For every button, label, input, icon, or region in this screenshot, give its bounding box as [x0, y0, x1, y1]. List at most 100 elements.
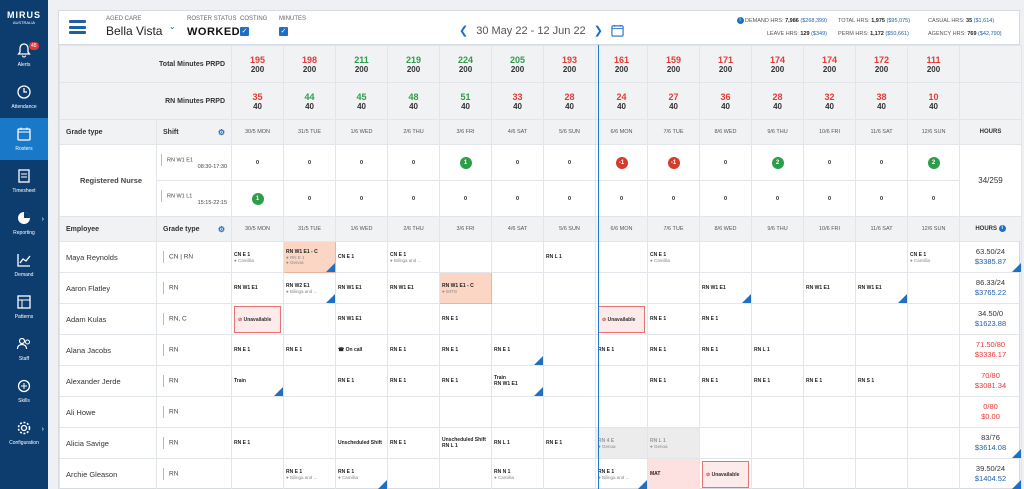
- roster-cell[interactable]: [855, 396, 909, 428]
- roster-cell[interactable]: RN L 1 ● Genoa: [647, 427, 701, 459]
- roster-cell[interactable]: RN S 1: [855, 365, 909, 397]
- roster-cell[interactable]: RN N 1 ● Camillia: [491, 458, 545, 489]
- roster-cell[interactable]: [907, 303, 961, 335]
- roster-cell[interactable]: RN L 1: [543, 241, 597, 273]
- roster-cell[interactable]: RN E 1: [699, 365, 753, 397]
- roster-cell[interactable]: [803, 427, 857, 459]
- roster-cell[interactable]: RN E 1 ● Camillia: [335, 458, 389, 489]
- roster-cell[interactable]: RN W1 E1: [387, 272, 441, 304]
- roster-cell[interactable]: [803, 334, 857, 366]
- roster-cell[interactable]: [491, 272, 545, 304]
- shift-count-cell[interactable]: 0: [335, 180, 389, 217]
- shift-count-cell[interactable]: -1: [647, 144, 701, 181]
- roster-cell[interactable]: Unscheduled Shift: [335, 427, 389, 459]
- employee-name[interactable]: Adam Kulas: [59, 303, 157, 335]
- employee-name[interactable]: Maya Reynolds: [59, 241, 157, 273]
- facility-selector[interactable]: Bella Vista: [106, 24, 163, 38]
- roster-cell[interactable]: [491, 396, 545, 428]
- shift-count-cell[interactable]: 0: [855, 144, 909, 181]
- roster-cell[interactable]: [699, 241, 753, 273]
- roster-cell[interactable]: RN E 1: [647, 334, 701, 366]
- roster-cell[interactable]: [907, 272, 961, 304]
- roster-cell[interactable]: [647, 396, 701, 428]
- roster-cell[interactable]: [699, 427, 753, 459]
- roster-cell[interactable]: [543, 458, 597, 489]
- roster-cell[interactable]: ⊘ Unavailable: [595, 303, 649, 335]
- roster-cell[interactable]: [283, 427, 337, 459]
- sidebar-item-configuration[interactable]: Configuration ›: [0, 412, 48, 454]
- roster-cell[interactable]: [543, 396, 597, 428]
- roster-cell[interactable]: [907, 334, 961, 366]
- roster-cell[interactable]: [855, 334, 909, 366]
- roster-cell[interactable]: ☎ On call: [335, 334, 389, 366]
- roster-cell[interactable]: [907, 365, 961, 397]
- roster-cell[interactable]: CN E 1 ● Camillia: [647, 241, 701, 273]
- roster-cell[interactable]: [855, 241, 909, 273]
- roster-cell[interactable]: RN E 1: [751, 365, 805, 397]
- roster-cell[interactable]: RN E 1: [543, 427, 597, 459]
- roster-cell[interactable]: MAT: [647, 458, 701, 489]
- roster-cell[interactable]: [491, 303, 545, 335]
- roster-cell[interactable]: [283, 303, 337, 335]
- shift-count-cell[interactable]: -1: [595, 144, 649, 181]
- shift-count-cell[interactable]: 0: [231, 144, 285, 181]
- roster-cell[interactable]: RN E 1: [387, 427, 441, 459]
- shift-count-cell[interactable]: 2: [907, 144, 961, 181]
- note-corner-icon[interactable]: [326, 263, 335, 272]
- roster-cell[interactable]: RN L 1: [751, 334, 805, 366]
- shift-count-cell[interactable]: 0: [543, 144, 597, 181]
- note-corner-icon[interactable]: [742, 294, 751, 303]
- employee-name[interactable]: Ali Howe: [59, 396, 157, 428]
- shift-count-cell[interactable]: 0: [283, 144, 337, 181]
- sidebar-item-demand[interactable]: Demand: [0, 244, 48, 286]
- prev-period-button[interactable]: ❮: [459, 25, 469, 37]
- menu-icon[interactable]: [69, 20, 86, 34]
- note-corner-icon[interactable]: [378, 480, 387, 489]
- sidebar-item-staff[interactable]: Staff: [0, 328, 48, 370]
- roster-cell[interactable]: RN 4 E ● Genoa: [595, 427, 649, 459]
- roster-cell[interactable]: [387, 458, 441, 489]
- roster-cell[interactable]: [647, 272, 701, 304]
- roster-cell[interactable]: Train: [231, 365, 285, 397]
- calendar-icon[interactable]: [611, 24, 624, 37]
- roster-cell[interactable]: [751, 427, 805, 459]
- roster-cell[interactable]: [491, 241, 545, 273]
- sidebar-item-rosters[interactable]: Rosters: [0, 118, 48, 160]
- sidebar-item-reporting[interactable]: Reporting ›: [0, 202, 48, 244]
- note-corner-icon[interactable]: [274, 387, 283, 396]
- roster-cell[interactable]: RN W1 E1: [335, 272, 389, 304]
- roster-cell[interactable]: RN E 1: [335, 365, 389, 397]
- roster-cell[interactable]: [751, 272, 805, 304]
- roster-cell[interactable]: [283, 396, 337, 428]
- unavailable-block[interactable]: ⊘ Unavailable: [234, 305, 282, 333]
- roster-cell[interactable]: [855, 303, 909, 335]
- roster-cell[interactable]: RN E 1 ● Bilinga and ...: [595, 458, 649, 489]
- shift-count-cell[interactable]: 0: [699, 144, 753, 181]
- roster-cell[interactable]: RN W1 E1: [855, 272, 909, 304]
- roster-cell[interactable]: RN W1 E1: [803, 272, 857, 304]
- roster-cell[interactable]: [751, 241, 805, 273]
- shift-count-cell[interactable]: 0: [803, 180, 857, 217]
- roster-cell[interactable]: RN E 1: [439, 334, 493, 366]
- filter-icon[interactable]: ⚙: [217, 225, 226, 234]
- employee-name[interactable]: Archie Gleason: [59, 458, 157, 489]
- unavailable-block[interactable]: ⊘ Unavailable: [702, 460, 750, 488]
- roster-cell[interactable]: RN E 1: [439, 365, 493, 397]
- roster-cell[interactable]: [699, 396, 753, 428]
- roster-cell[interactable]: [907, 396, 961, 428]
- employee-name[interactable]: Alicia Savige: [59, 427, 157, 459]
- shift-count-cell[interactable]: 0: [283, 180, 337, 217]
- shift-count-cell[interactable]: 0: [699, 180, 753, 217]
- roster-cell[interactable]: RN W1 E1 - C ● IMTG: [439, 272, 493, 304]
- roster-cell[interactable]: RN E 1: [439, 303, 493, 335]
- roster-status-checkbox[interactable]: ✓: [240, 27, 249, 36]
- roster-cell[interactable]: RN E 1: [699, 334, 753, 366]
- roster-cell[interactable]: [803, 458, 857, 489]
- shift-count-cell[interactable]: 0: [491, 144, 545, 181]
- shift-count-cell[interactable]: 0: [387, 180, 441, 217]
- roster-cell[interactable]: CN E 1 ● Camillia: [907, 241, 961, 273]
- roster-cell[interactable]: [231, 396, 285, 428]
- roster-cell[interactable]: [751, 396, 805, 428]
- roster-cell[interactable]: [907, 458, 961, 489]
- sidebar-item-alerts[interactable]: Alerts 48: [0, 34, 48, 76]
